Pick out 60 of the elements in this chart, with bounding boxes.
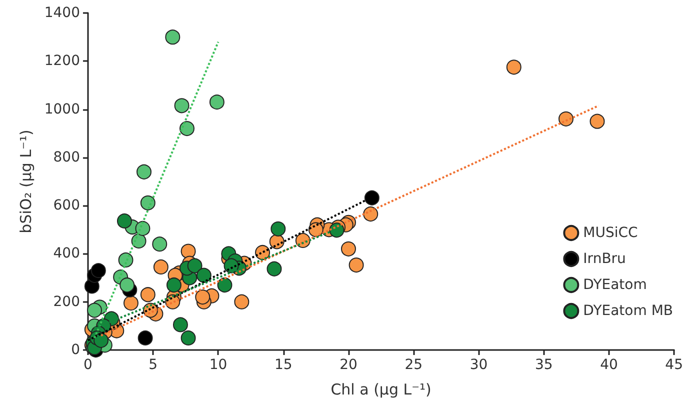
x-tick-label: 40 — [600, 357, 618, 373]
point — [209, 94, 224, 110]
x-tick-label: 35 — [534, 357, 553, 373]
point — [174, 98, 190, 114]
x-tick-label: 25 — [404, 357, 423, 373]
x-tick-label: 15 — [274, 357, 292, 373]
x-tick-label: 30 — [470, 357, 488, 373]
point — [120, 278, 135, 293]
y-tick-label: 800 — [53, 149, 80, 166]
point — [94, 332, 109, 348]
y-tick-label: 200 — [53, 294, 80, 310]
y-axis-title: bSiO₂ (μg L⁻¹) — [16, 130, 35, 234]
point — [136, 164, 152, 180]
point — [87, 302, 102, 318]
legend-label: DYEatom — [583, 277, 647, 293]
point — [152, 236, 168, 252]
point — [180, 330, 196, 346]
y-tick-label: 400 — [53, 246, 80, 262]
point — [180, 121, 194, 136]
point — [118, 252, 134, 268]
legend-label: DYEatom MB — [583, 303, 674, 319]
point — [234, 294, 250, 310]
point — [123, 296, 138, 311]
x-tick-label: 10 — [209, 357, 228, 373]
x-tick-label: 0 — [84, 357, 92, 373]
point — [172, 317, 188, 332]
point — [138, 330, 153, 346]
legend-label: MUSiCC — [583, 225, 638, 241]
point — [166, 278, 182, 293]
point — [195, 290, 210, 305]
x-axis-title: Chl a (μg L⁻¹) — [330, 380, 432, 398]
point — [187, 258, 202, 274]
point — [165, 30, 180, 45]
point — [180, 244, 196, 259]
point — [266, 261, 282, 276]
point — [363, 206, 378, 222]
point — [590, 114, 605, 129]
point — [90, 263, 106, 278]
point — [506, 60, 522, 75]
point — [341, 241, 356, 256]
point — [558, 111, 574, 126]
x-tick-label: 5 — [148, 357, 158, 373]
y-tick-label: 1400 — [44, 5, 80, 21]
y-tick-label: 600 — [53, 198, 80, 214]
point — [196, 268, 212, 283]
point — [116, 213, 132, 228]
x-tick-label: 45 — [665, 357, 684, 373]
point — [140, 287, 156, 302]
y-tick-label: 1000 — [44, 101, 80, 118]
point — [217, 278, 232, 293]
legend-label: IrnBru — [583, 251, 626, 267]
point — [364, 190, 380, 206]
point — [270, 221, 286, 236]
point — [348, 258, 364, 273]
x-tick-label: 20 — [340, 357, 358, 373]
point — [135, 220, 150, 236]
y-tick-label: 0 — [71, 342, 80, 358]
point — [140, 195, 156, 210]
y-tick-label: 1200 — [44, 53, 80, 70]
point — [153, 259, 168, 274]
